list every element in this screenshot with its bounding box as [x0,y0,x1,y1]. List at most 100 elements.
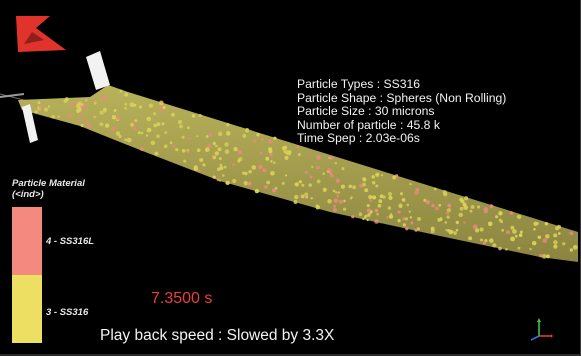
particle-dot [512,229,517,234]
particle-dot [154,151,159,156]
particle-dot [202,163,206,167]
particle-dot [101,95,107,101]
particle-dot [93,115,96,119]
particle-dot [409,216,413,219]
particle-dot [242,133,247,138]
particle-dot [425,200,431,205]
particle-dot [178,124,183,129]
particle-dot [374,208,379,213]
particle-dot [322,187,327,193]
particle-dot [77,101,82,106]
legend-swatch-ss316 [12,275,42,343]
particle-dot [43,107,49,112]
particle-dot [186,150,190,154]
particle-dot [410,221,414,225]
legend-title-line2: (<ind>) [12,189,44,200]
particle-dot [181,135,185,139]
particle-dot [371,175,375,179]
particle-dot [207,144,211,148]
particle-dot [366,208,371,213]
particle-dot [181,148,186,153]
particle-dot [171,144,176,148]
particle-dot [251,165,257,170]
particle-dot [489,204,493,207]
particle-dot [248,169,252,174]
particle-dot [137,131,141,135]
recoater-blade-upper [86,51,110,90]
particle-dot [572,244,578,250]
particle-dot [92,97,96,100]
particle-dot [243,180,249,186]
particle-dot [153,123,158,128]
particle-dot [387,206,392,210]
particle-dot [341,167,345,171]
particle-dot [476,205,481,209]
particle-dot [219,163,223,167]
particle-dot [509,211,514,215]
particle-dot [340,184,346,189]
particle-dot [308,183,312,187]
particle-dot [447,203,452,208]
particle-dot [116,116,120,120]
particle-dot [304,192,309,197]
particle-dot [197,169,201,172]
particle-dot [374,219,379,224]
particle-dot [212,175,216,179]
particle-dot [388,195,393,200]
particle-dot [444,221,448,224]
particle-dot [315,204,319,208]
particle-dot [404,217,409,221]
particle-dot [99,122,104,127]
particle-dot [408,210,411,213]
particle-dot [198,113,202,118]
particle-dot [219,166,224,171]
particle-dot [409,182,412,186]
particle-dot [80,123,84,128]
particle-dot [38,105,43,110]
particle-dot [104,123,110,128]
particle-dot [539,254,543,258]
particle-dot [433,187,437,191]
particle-dot [498,246,502,251]
particle-dot [177,119,183,124]
particle-dot [562,242,566,246]
particle-dot [153,112,157,116]
time-readout: 7.3500 s [151,290,213,307]
particle-dot [378,199,383,204]
particle-dot [266,180,270,185]
particle-dot [366,203,370,208]
particle-dot [553,233,558,238]
particle-dot [368,194,373,200]
particle-dot [335,178,340,183]
particle-dot [362,182,366,187]
red-triangle-logo-icon [16,16,66,52]
particle-dot [367,213,371,217]
particle-dot [212,141,216,146]
particle-dot [479,227,484,232]
particle-dot [553,244,558,249]
particle-dot [145,134,149,137]
particle-dot [297,152,301,157]
particle-dot [272,188,276,193]
particle-dot [133,122,136,126]
particle-dot [158,108,163,113]
simulation-info-panel: Particle Types : SS316 Particle Shape : … [297,77,507,146]
particle-dot [446,215,450,219]
particle-dot [390,213,393,216]
particle-shape-text: Particle Shape : Spheres (Non Rolling) [297,90,507,105]
particle-dot [464,196,469,201]
particle-dot [335,191,338,194]
particle-dot [196,148,201,153]
particle-dot [415,187,420,192]
particle-dot [375,184,379,188]
particle-dot [362,177,367,182]
particle-dot [214,151,219,156]
particle-dot [188,137,191,140]
playback-speed-text: Play back speed : Slowed by 3.3X [100,327,335,344]
particle-dot [148,103,154,108]
particle-dot [172,108,175,112]
particle-dot [514,234,518,238]
particle-dot [233,147,238,152]
